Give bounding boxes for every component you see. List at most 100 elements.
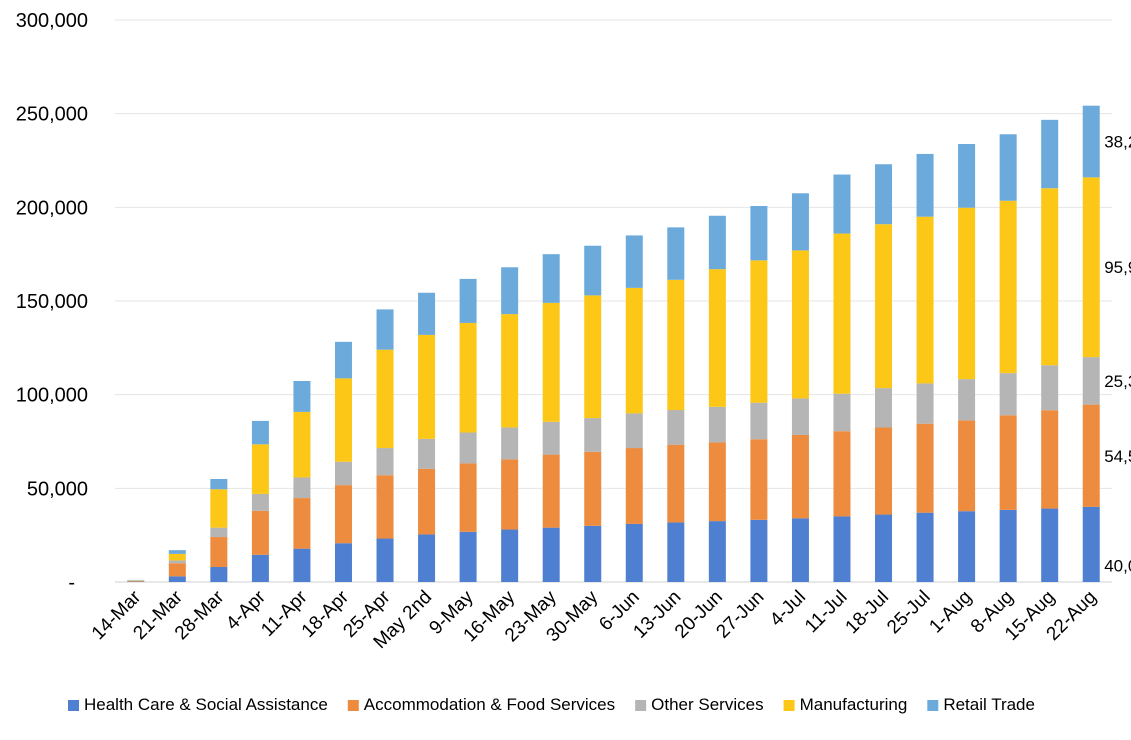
bar-segment [709,407,726,443]
bar-segment [169,550,186,554]
bar-segment [293,549,310,582]
bar-segment [335,543,352,582]
bar-segment [709,216,726,269]
bar-segment [875,224,892,388]
bar-segment [750,260,767,402]
x-tick-label: 18-Jul [842,587,893,638]
bar-segment [543,528,560,582]
bar-segment [792,398,809,435]
bar-segment [210,528,227,537]
data-label: 25,361 [1104,372,1131,391]
bar-segment [1083,405,1100,507]
bar-segment [792,518,809,582]
bar-segment [667,522,684,582]
bar-segment [418,335,435,439]
bar-segment [293,381,310,412]
legend-label: Health Care & Social Assistance [84,695,328,714]
bar-segment [792,250,809,398]
bar-segment [335,485,352,543]
bar-segment [1041,365,1058,410]
bar-segment [127,581,144,582]
bar-segment [958,144,975,208]
bar-segment [169,560,186,563]
bar-segment [750,403,767,440]
bar-segment [1000,134,1017,201]
data-label: 95,947 [1104,258,1131,277]
bar-segment [833,394,850,431]
y-tick-label: 250,000 [16,104,88,126]
bar-segment [293,498,310,549]
bar-segment [418,469,435,535]
bar-segment [667,410,684,445]
bar-segment [210,567,227,582]
bar-segment [958,379,975,420]
legend: Health Care & Social Assistance Accommoda… [68,695,1035,714]
bar-segment [169,554,186,561]
bar-segment [667,280,684,410]
bar-segment [418,439,435,469]
bar-segment [1000,373,1017,415]
bar-segment [252,494,269,511]
bar-segment [418,534,435,582]
legend-label: Manufacturing [800,695,908,714]
bar-segment [377,475,394,538]
legend-swatch [68,700,79,711]
bar-segment [584,526,601,582]
bar-segment [543,422,560,455]
bar-segment [293,412,310,478]
bar-segment [377,350,394,448]
bar-segment [958,208,975,379]
bar-segment [750,206,767,260]
bar-segment [210,489,227,527]
y-tick-label: 300,000 [16,10,88,32]
bar-segment [1083,357,1100,405]
x-tick-label: 11-Jul [801,587,851,637]
bar-segment [377,539,394,582]
bar-segment [169,576,186,582]
bar-segment [626,524,643,582]
bar-segment [293,477,310,498]
bar-segment [584,452,601,526]
bar-segment [917,217,934,384]
bar-segment [169,563,186,576]
bar-segment [875,164,892,224]
legend-label: Accommodation & Food Services [364,695,615,714]
bar-segment [709,269,726,407]
bar-segment [875,515,892,582]
bar-segment [460,433,477,464]
data-label: 54,590 [1104,447,1131,466]
bar-segment [667,445,684,523]
bar-segment [501,459,518,529]
bar-segment [377,309,394,349]
bar-segment [460,532,477,582]
legend-label: Other Services [651,695,763,714]
bar-segment [460,279,477,323]
bar-segment [418,293,435,335]
bar-segment [335,342,352,379]
bar-segment [833,234,850,394]
bar-segment [709,521,726,582]
data-labels: 40,09854,59025,36195,94738,272 [1104,133,1131,576]
bar-segment [958,420,975,511]
bar-segment [335,378,352,461]
y-tick-label: 150,000 [16,291,88,313]
x-tick-label: 27-Jun [712,587,768,643]
bar-segment [501,267,518,314]
bar-segment [750,439,767,520]
bar-segment [1083,507,1100,582]
bar-segment [460,463,477,531]
bar-segment [626,413,643,448]
bar-segment [1083,177,1100,357]
bar-segment [210,537,227,567]
bar-segment [252,511,269,555]
y-tick-label: 50,000 [27,478,88,500]
bar-segment [1000,201,1017,373]
bar-segment [501,530,518,582]
bar-segment [1000,510,1017,582]
bar-segment [584,418,601,452]
bar-segment [667,227,684,279]
bar-segment [543,303,560,422]
bar-segment [626,448,643,524]
legend-label: Retail Trade [943,695,1035,714]
